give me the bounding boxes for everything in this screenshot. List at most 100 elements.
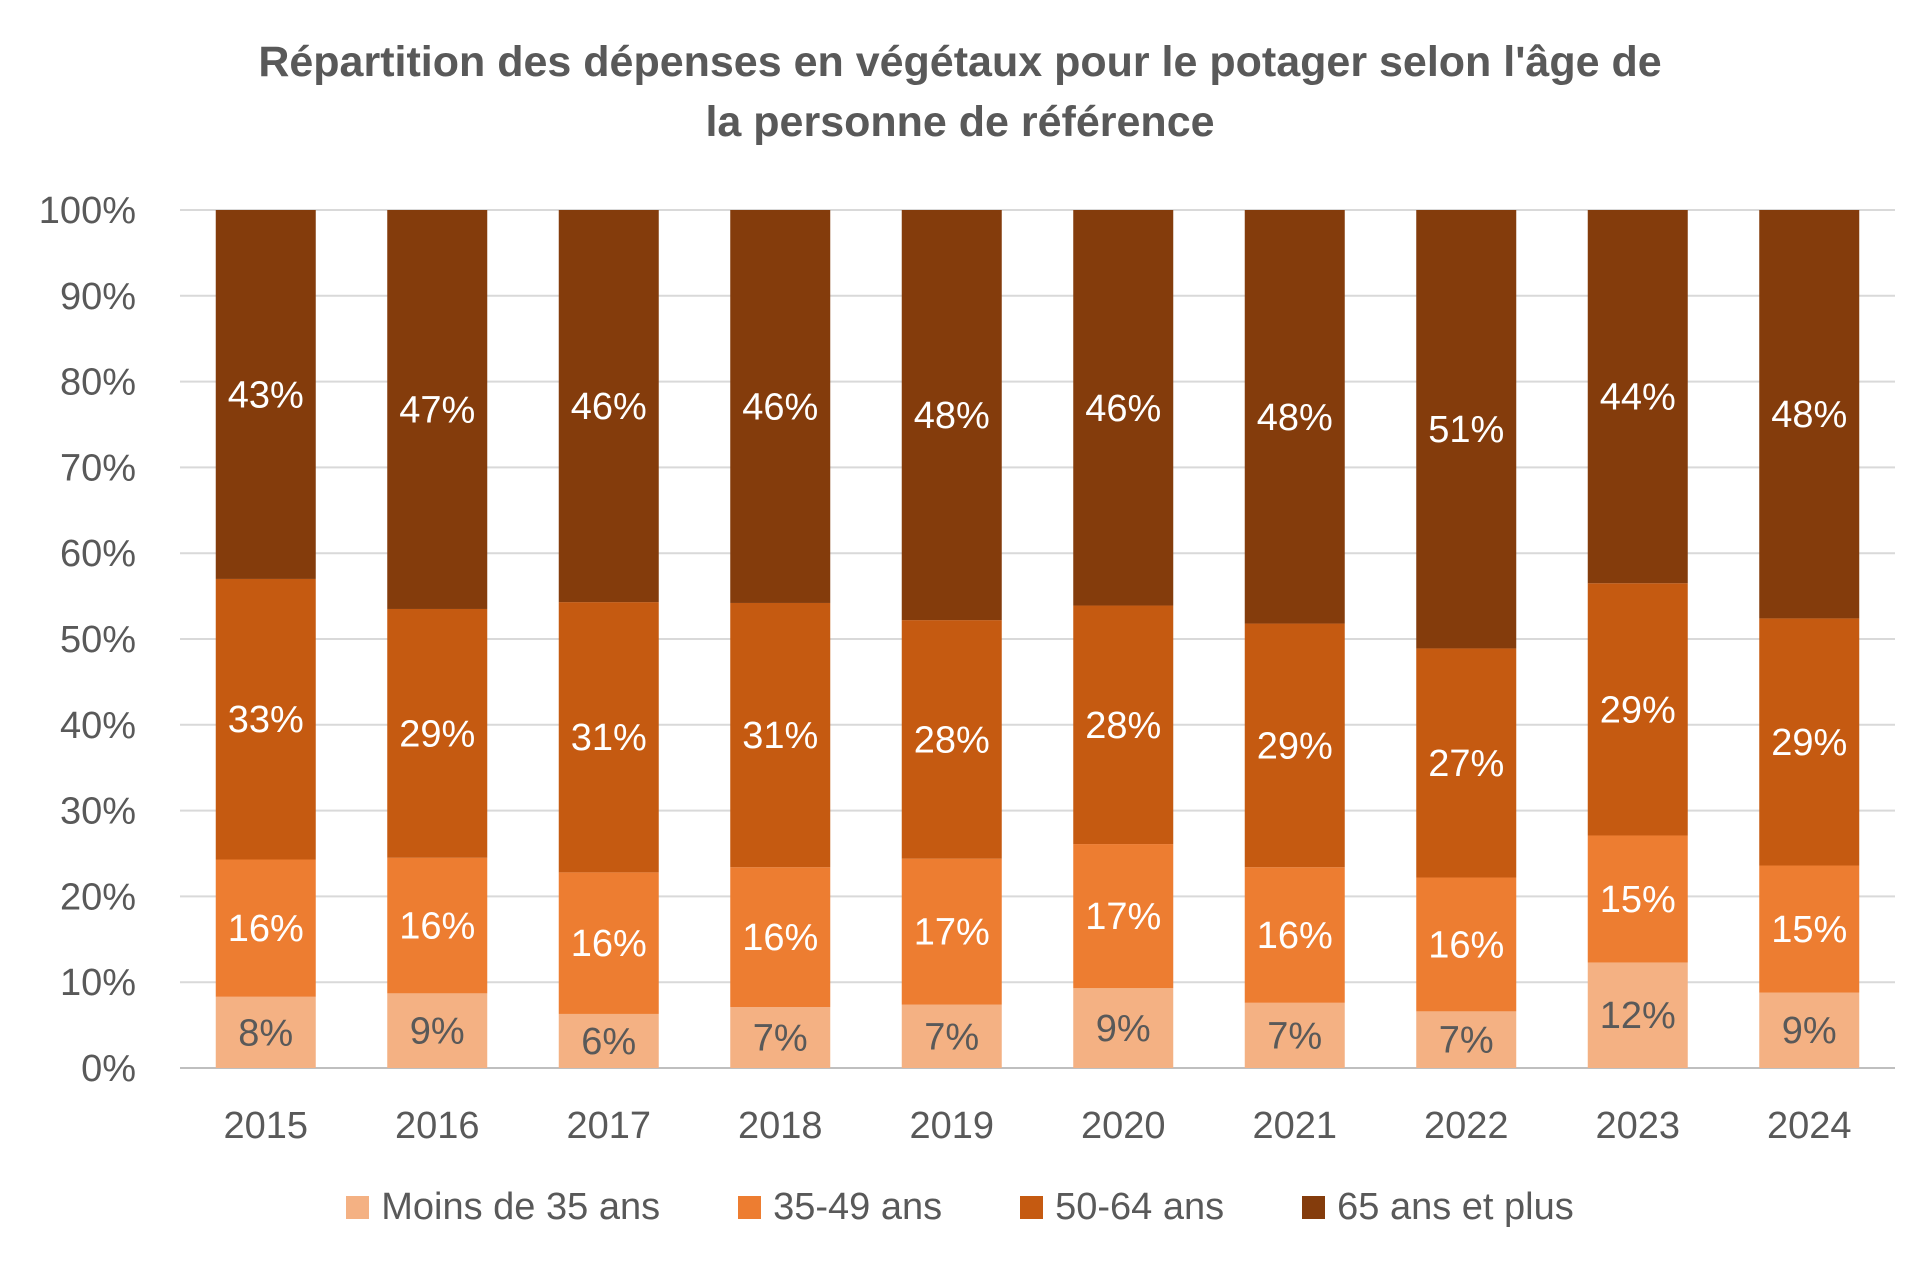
data-label: 43%	[228, 374, 304, 416]
bar-segment	[1759, 618, 1860, 866]
legend-swatch-50-64	[1020, 1196, 1044, 1219]
bar-segment	[1416, 877, 1517, 1012]
legend-label-35-49: 35-49 ans	[773, 1186, 943, 1228]
y-tick-label: 10%	[60, 962, 136, 1004]
legend-item-65-plus: 65 ans et plus	[1302, 1186, 1574, 1229]
bar-segment	[1587, 962, 1688, 1068]
bar-segment	[901, 858, 1002, 1005]
data-label: 28%	[1085, 705, 1161, 747]
data-label: 29%	[1257, 725, 1333, 767]
data-label: 17%	[914, 912, 990, 954]
y-tick-label: 0%	[81, 1048, 136, 1090]
data-label: 6%	[581, 1021, 636, 1063]
data-label: 16%	[1428, 924, 1504, 966]
data-label: 16%	[228, 908, 304, 950]
bar-segment	[1759, 865, 1860, 993]
legend-item-50-64: 50-64 ans	[1020, 1186, 1224, 1229]
bar-segment	[215, 859, 316, 997]
y-tick-label: 100%	[39, 190, 136, 232]
bar-segment	[730, 867, 831, 1008]
chart-title: Répartition des dépenses en végétaux pou…	[160, 32, 1760, 152]
data-label: 15%	[1771, 909, 1847, 951]
data-label: 16%	[1257, 915, 1333, 957]
legend-label-50-64: 50-64 ans	[1055, 1186, 1225, 1228]
data-label: 16%	[571, 923, 647, 965]
bar-segment	[215, 996, 316, 1068]
data-label: 8%	[238, 1012, 293, 1054]
data-label: 7%	[924, 1016, 979, 1058]
data-label: 48%	[1771, 394, 1847, 436]
bar-segment	[558, 210, 659, 603]
bar-segment	[730, 210, 831, 603]
bar-segment	[1244, 623, 1345, 868]
bar-segment	[1416, 1011, 1517, 1068]
bar-segment	[730, 602, 831, 868]
y-tick-label: 40%	[60, 705, 136, 747]
bar-segment	[558, 1013, 659, 1068]
bar-segment	[1587, 583, 1688, 836]
bar-segment	[1759, 992, 1860, 1068]
data-label: 46%	[742, 386, 818, 428]
legend: Moins de 35 ans 35-49 ans 50-64 ans 65 a…	[0, 1186, 1920, 1229]
bar-segment	[1073, 605, 1174, 845]
data-label: 15%	[1600, 879, 1676, 921]
x-tick-label: 2015	[223, 1105, 308, 1147]
data-label: 9%	[1096, 1008, 1151, 1050]
data-label: 29%	[1600, 689, 1676, 731]
bar-segment	[558, 872, 659, 1014]
x-tick-label: 2019	[909, 1105, 994, 1147]
bar-segment	[1073, 988, 1174, 1068]
bar-segment	[730, 1007, 831, 1068]
data-label: 16%	[399, 906, 475, 948]
data-label: 7%	[1267, 1015, 1322, 1057]
bar-segment	[901, 210, 1002, 621]
legend-swatch-65-plus	[1302, 1196, 1326, 1219]
x-tick-label: 2017	[566, 1105, 651, 1147]
bar-segment	[215, 578, 316, 860]
data-label: 7%	[753, 1018, 808, 1060]
chart-title-line-1: Répartition des dépenses en végétaux pou…	[258, 38, 1662, 86]
y-tick-label: 30%	[60, 791, 136, 833]
x-tick-label: 2022	[1424, 1105, 1509, 1147]
y-tick-label: 70%	[60, 447, 136, 489]
y-tick-label: 60%	[60, 533, 136, 575]
bar-segment	[1073, 210, 1174, 606]
data-label: 48%	[1257, 397, 1333, 439]
bar-segment	[1244, 210, 1345, 624]
legend-item-moins-35: Moins de 35 ans	[346, 1186, 660, 1229]
data-label: 47%	[399, 389, 475, 431]
data-label: 51%	[1428, 409, 1504, 451]
bar-segment	[387, 608, 488, 858]
legend-label-65-plus: 65 ans et plus	[1337, 1186, 1574, 1228]
data-label: 31%	[571, 717, 647, 759]
bar-segment	[901, 620, 1002, 859]
x-tick-label: 2020	[1081, 1105, 1166, 1147]
legend-swatch-moins-35	[346, 1196, 370, 1219]
bar-segment	[1073, 844, 1174, 989]
bars	[215, 210, 1860, 1068]
data-label: 16%	[742, 917, 818, 959]
bar-segment	[1244, 867, 1345, 1003]
data-label: 46%	[1085, 388, 1161, 430]
x-tick-label: 2018	[738, 1105, 823, 1147]
bar-segment	[1416, 648, 1517, 878]
x-tick-label: 2016	[395, 1105, 480, 1147]
bar-segment	[215, 210, 316, 579]
bar-segment	[1759, 210, 1860, 619]
chart-title-line-2: la personne de référence	[705, 98, 1215, 146]
data-label: 7%	[1439, 1020, 1494, 1062]
legend-item-35-49: 35-49 ans	[738, 1186, 942, 1229]
data-label: 48%	[914, 395, 990, 437]
data-label: 17%	[1085, 896, 1161, 938]
bar-segment	[387, 857, 488, 994]
y-tick-label: 50%	[60, 619, 136, 661]
data-label: 44%	[1600, 377, 1676, 419]
x-tick-label: 2023	[1595, 1105, 1680, 1147]
bar-segment	[1587, 835, 1688, 963]
y-tick-label: 90%	[60, 276, 136, 318]
data-label: 33%	[228, 699, 304, 741]
data-label: 29%	[1771, 722, 1847, 764]
data-label: 31%	[742, 715, 818, 757]
data-label: 46%	[571, 386, 647, 428]
